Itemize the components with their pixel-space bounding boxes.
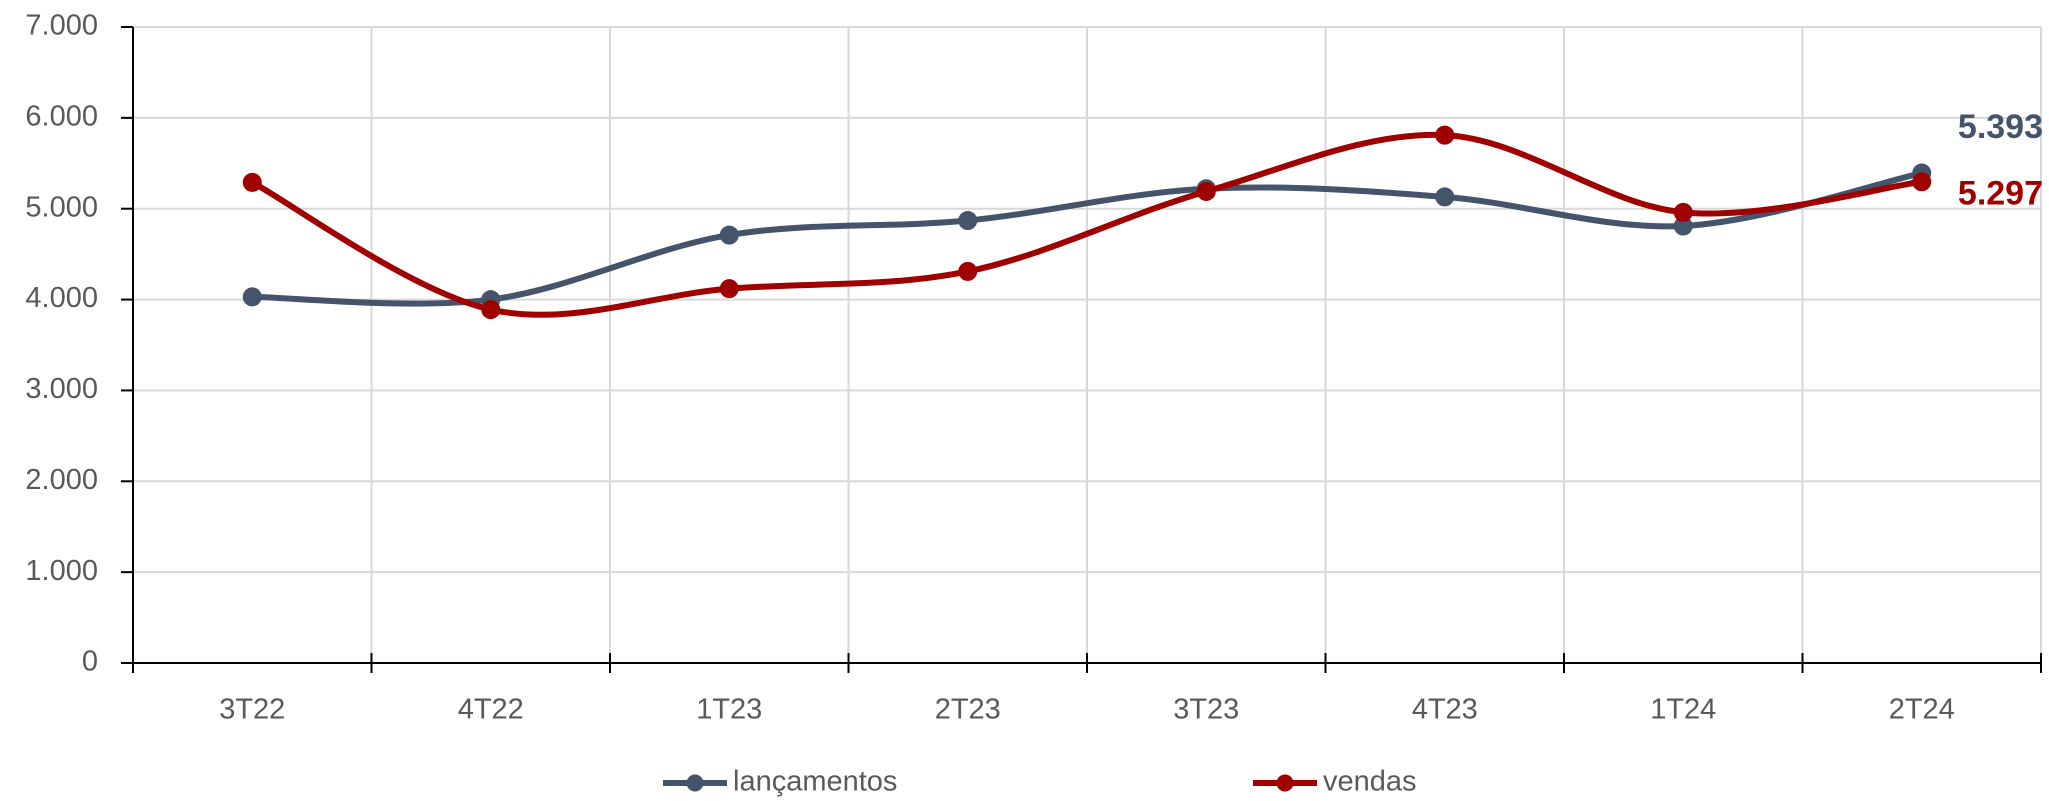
x-tick-label: 3T22 xyxy=(219,694,285,726)
y-tick-label: 3.000 xyxy=(25,373,98,405)
x-tick-label: 1T23 xyxy=(696,694,762,726)
x-tick-label: 4T22 xyxy=(458,694,524,726)
y-tick-label: 6.000 xyxy=(25,101,98,133)
legend-marker xyxy=(1276,774,1294,792)
point xyxy=(719,279,739,299)
point xyxy=(1435,125,1455,145)
legend-label: lançamentos xyxy=(733,766,897,798)
y-tick-label: 1.000 xyxy=(25,555,98,587)
series-line xyxy=(250,131,1923,318)
point xyxy=(958,211,978,231)
data-label: 5.393 xyxy=(1958,108,2043,146)
point xyxy=(1673,202,1693,222)
point xyxy=(958,261,978,281)
x-tick-label: 1T24 xyxy=(1650,694,1716,726)
point xyxy=(1196,181,1216,201)
data-label: 5.297 xyxy=(1958,175,2043,213)
point xyxy=(481,300,501,320)
legend-marker xyxy=(686,774,704,792)
y-tick-label: 4.000 xyxy=(25,282,98,314)
point xyxy=(1435,187,1455,207)
x-tick-label: 3T23 xyxy=(1173,694,1239,726)
series-line xyxy=(252,170,1923,307)
x-tick-label: 2T24 xyxy=(1889,694,1955,726)
x-tick-label: 2T23 xyxy=(935,694,1001,726)
point xyxy=(1912,172,1932,192)
y-tick-label: 0 xyxy=(82,646,98,678)
y-tick-label: 7.000 xyxy=(25,10,98,42)
point xyxy=(242,172,262,192)
y-tick-label: 2.000 xyxy=(25,464,98,496)
legend-label: vendas xyxy=(1323,766,1417,798)
y-tick-label: 5.000 xyxy=(25,191,98,223)
point xyxy=(719,225,739,245)
x-tick-label: 4T23 xyxy=(1412,694,1478,726)
point xyxy=(242,287,262,307)
